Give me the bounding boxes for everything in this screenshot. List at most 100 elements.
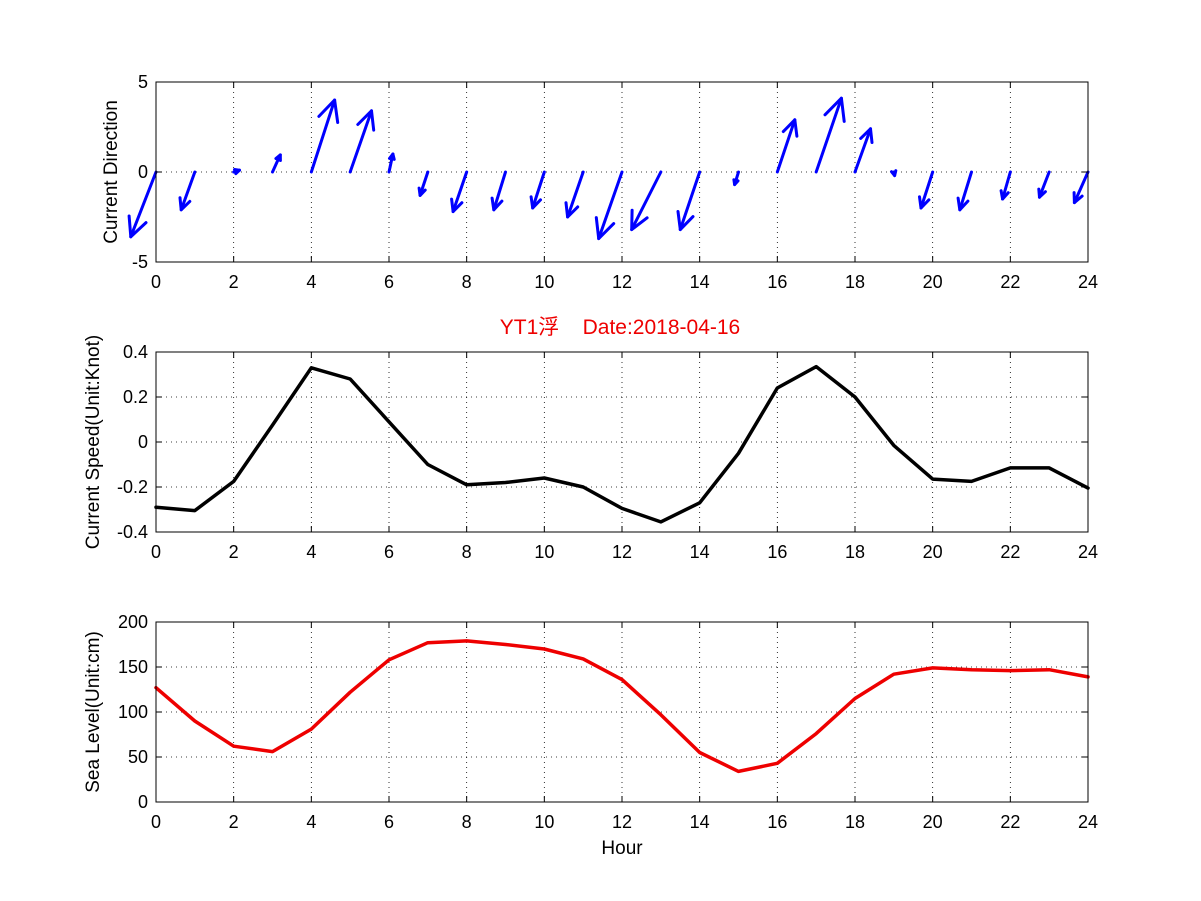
arrow-head bbox=[956, 196, 970, 212]
arrow-head bbox=[1037, 187, 1047, 199]
y-tick-label: 5 bbox=[138, 72, 148, 92]
arrow-shaft bbox=[451, 170, 469, 214]
x-tick-label: 6 bbox=[384, 812, 394, 832]
current-arrow bbox=[918, 170, 935, 210]
arrow-head bbox=[630, 208, 649, 232]
x-tick-label: 8 bbox=[462, 812, 472, 832]
current-arrow bbox=[594, 170, 624, 241]
x-tick-label: 4 bbox=[306, 812, 316, 832]
x-tick-label: 20 bbox=[923, 542, 943, 562]
x-tick-label: 22 bbox=[1000, 272, 1020, 292]
y-axis-label: Sea Level(Unit:cm) bbox=[83, 631, 104, 793]
arrow-head bbox=[918, 195, 931, 210]
y-axis-label: Current Direction bbox=[101, 100, 122, 244]
x-tick-label: 14 bbox=[690, 542, 710, 562]
arrow-shaft bbox=[348, 109, 374, 174]
x-tick-label: 24 bbox=[1078, 272, 1098, 292]
x-tick-label: 12 bbox=[612, 272, 632, 292]
current-arrow bbox=[890, 169, 898, 178]
arrow-shaft bbox=[853, 127, 873, 174]
arrow-shaft bbox=[418, 170, 430, 197]
x-tick-label: 16 bbox=[767, 272, 787, 292]
arrow-shaft bbox=[678, 170, 702, 232]
y-tick-label: 50 bbox=[128, 747, 148, 767]
arrow-shaft bbox=[566, 170, 585, 219]
current-arrow bbox=[450, 170, 469, 214]
y-tick-label: 200 bbox=[118, 612, 148, 632]
x-axis-label: Hour bbox=[601, 838, 643, 859]
x-tick-label: 18 bbox=[845, 812, 865, 832]
arrow-shaft bbox=[630, 170, 663, 232]
x-tick-label: 16 bbox=[767, 812, 787, 832]
y-tick-label: 150 bbox=[118, 657, 148, 677]
current-arrow bbox=[853, 127, 874, 174]
current-arrow bbox=[1072, 170, 1090, 205]
arrow-head bbox=[529, 195, 542, 210]
y-tick-label: 0 bbox=[138, 792, 148, 812]
x-tick-label: 16 bbox=[767, 542, 787, 562]
arrow-head bbox=[859, 127, 874, 144]
x-tick-label: 20 bbox=[923, 272, 943, 292]
arrow-shaft bbox=[1037, 170, 1051, 199]
arrow-head bbox=[356, 109, 376, 132]
current-arrow bbox=[1037, 170, 1051, 199]
y-tick-label: 100 bbox=[118, 702, 148, 722]
y-tick-label: -0.4 bbox=[117, 522, 148, 542]
current-arrow bbox=[417, 170, 430, 197]
y-tick-label: 0 bbox=[138, 162, 148, 182]
current-arrow bbox=[271, 153, 282, 174]
x-tick-label: 2 bbox=[229, 272, 239, 292]
x-tick-label: 6 bbox=[384, 272, 394, 292]
current-arrow bbox=[630, 170, 663, 232]
x-tick-label: 2 bbox=[229, 542, 239, 562]
arrow-shaft bbox=[958, 170, 973, 212]
arrow-head bbox=[594, 216, 616, 241]
x-tick-label: 0 bbox=[151, 542, 161, 562]
x-tick-label: 10 bbox=[534, 272, 554, 292]
arrow-head bbox=[450, 197, 464, 214]
arrow-shaft bbox=[492, 170, 507, 212]
arrow-head bbox=[388, 152, 396, 161]
arrow-head bbox=[890, 169, 898, 178]
current-arrow bbox=[814, 96, 846, 174]
arrow-head bbox=[233, 168, 241, 176]
arrow-head bbox=[564, 201, 580, 219]
y-tick-label: 0.4 bbox=[123, 342, 148, 362]
current-arrow bbox=[775, 118, 799, 174]
arrow-head bbox=[676, 210, 695, 232]
current-arrow bbox=[956, 170, 973, 212]
x-tick-label: 14 bbox=[690, 812, 710, 832]
x-tick-label: 24 bbox=[1078, 812, 1098, 832]
arrow-shaft bbox=[814, 96, 843, 174]
arrow-shaft bbox=[531, 170, 546, 210]
arrow-head bbox=[178, 196, 192, 212]
arrow-head bbox=[1072, 191, 1084, 205]
x-tick-label: 10 bbox=[534, 812, 554, 832]
arrow-shaft bbox=[309, 98, 337, 174]
x-tick-label: 22 bbox=[1000, 542, 1020, 562]
arrow-shaft bbox=[1072, 170, 1090, 205]
y-tick-label: -5 bbox=[132, 252, 148, 272]
current-arrow bbox=[178, 170, 197, 212]
x-tick-label: 22 bbox=[1000, 812, 1020, 832]
arrow-head bbox=[490, 196, 504, 212]
x-tick-label: 18 bbox=[845, 542, 865, 562]
arrow-shaft bbox=[597, 170, 624, 241]
current-arrow bbox=[676, 170, 702, 232]
x-tick-label: 12 bbox=[612, 812, 632, 832]
arrow-shaft bbox=[129, 170, 158, 239]
x-tick-label: 4 bbox=[306, 272, 316, 292]
arrow-head bbox=[823, 96, 846, 123]
arrow-head bbox=[417, 186, 427, 197]
figure-title: YT1浮 Date:2018-04-16 bbox=[500, 316, 740, 339]
x-tick-label: 0 bbox=[151, 812, 161, 832]
arrow-head bbox=[999, 189, 1010, 201]
x-tick-label: 4 bbox=[306, 542, 316, 562]
current-arrow bbox=[309, 98, 340, 174]
current-arrow bbox=[127, 170, 158, 239]
arrow-head bbox=[127, 214, 148, 239]
arrow-shaft bbox=[179, 170, 197, 212]
x-tick-label: 8 bbox=[462, 542, 472, 562]
